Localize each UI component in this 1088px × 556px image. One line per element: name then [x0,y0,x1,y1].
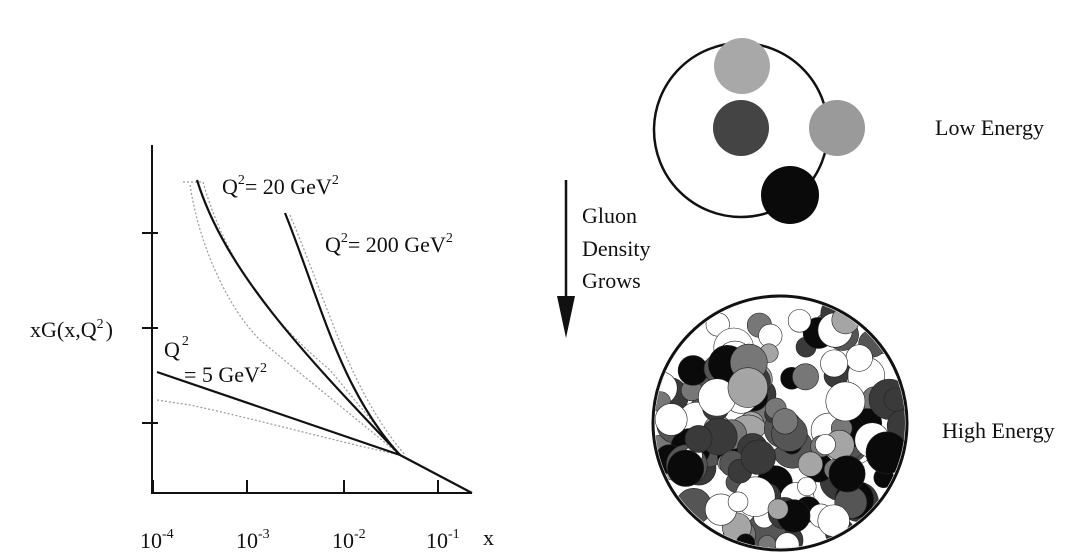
label-sup: 2 [341,231,348,246]
label-part: ) [106,317,113,342]
parton [829,456,865,492]
parton [798,452,823,477]
parton [685,425,712,452]
label-part: Q [325,232,341,257]
curve-merged [400,455,472,493]
y-axis-label: xG(x,Q2) [30,317,113,342]
parton [741,440,775,474]
x-tick-label: 10-2 [332,527,366,553]
parton [678,356,708,386]
band [157,400,400,455]
x-tick-label: 10-3 [236,527,270,553]
label-sup: 2 [238,173,245,188]
parton [846,345,873,372]
tick-exp: -4 [162,527,174,542]
label-part: xG(x,Q [30,317,97,342]
arrow-label: Density [582,236,650,261]
tick-exp: -2 [354,527,366,542]
label-part: = 20 GeV [245,174,332,199]
curve-label: Q2= 200 GeV2 [325,231,453,257]
curve-label: = 5 GeV2 [184,361,267,387]
label-sup: 2 [446,231,453,246]
parton [788,309,811,332]
state-label: High Energy [942,418,1055,443]
quark [714,38,770,94]
tick-base: 10 [426,528,448,553]
parton [772,409,798,435]
parton [667,450,703,486]
parton [792,364,818,390]
quark [809,100,865,156]
parton [866,432,908,474]
parton [815,434,835,454]
arrow-label: Grows [582,268,641,293]
label-part: Q [222,174,238,199]
label-sup: 2 [182,334,189,349]
parton [728,368,768,408]
tick-exp: -3 [258,527,270,542]
tick-exp: -1 [448,527,460,542]
page: {"plot": { "y_axis_label": ["xG(x,Q", "2… [0,0,1088,556]
label-sup: 2 [260,361,267,376]
arrow-label: Gluon [582,203,637,228]
partons [642,296,920,556]
label-sup: 2 [332,173,339,188]
curve-label: Q2= 20 GeV2 [222,173,339,199]
label-part: = 5 GeV [184,362,260,387]
curves [157,180,472,493]
parton [826,382,865,421]
parton [797,477,816,496]
figure: xG(x,Q2) x 10-4 10-3 10-2 10-1 Q2= 20 Ge… [0,0,1088,556]
quark [761,166,819,224]
tick-base: 10 [140,528,162,553]
state-label: Low Energy [935,115,1044,140]
label-part: Q [164,337,180,362]
parton [768,499,788,519]
tick-base: 10 [332,528,354,553]
label-part: = 200 GeV [348,232,446,257]
x-tick-label: 10-1 [426,527,460,553]
body: xG(x,Q2) x 10-4 10-3 10-2 10-1 Q2= 20 Ge… [0,0,1088,556]
arrow-head [557,296,575,338]
quark [713,100,769,156]
parton [775,533,799,556]
band [183,182,400,455]
parton [655,404,687,436]
label-sup: 2 [97,317,104,332]
x-tick-label: 10-4 [140,527,174,553]
x-axis-label: x [483,525,494,550]
parton [821,350,848,377]
parton [728,492,748,512]
tick-base: 10 [236,528,258,553]
